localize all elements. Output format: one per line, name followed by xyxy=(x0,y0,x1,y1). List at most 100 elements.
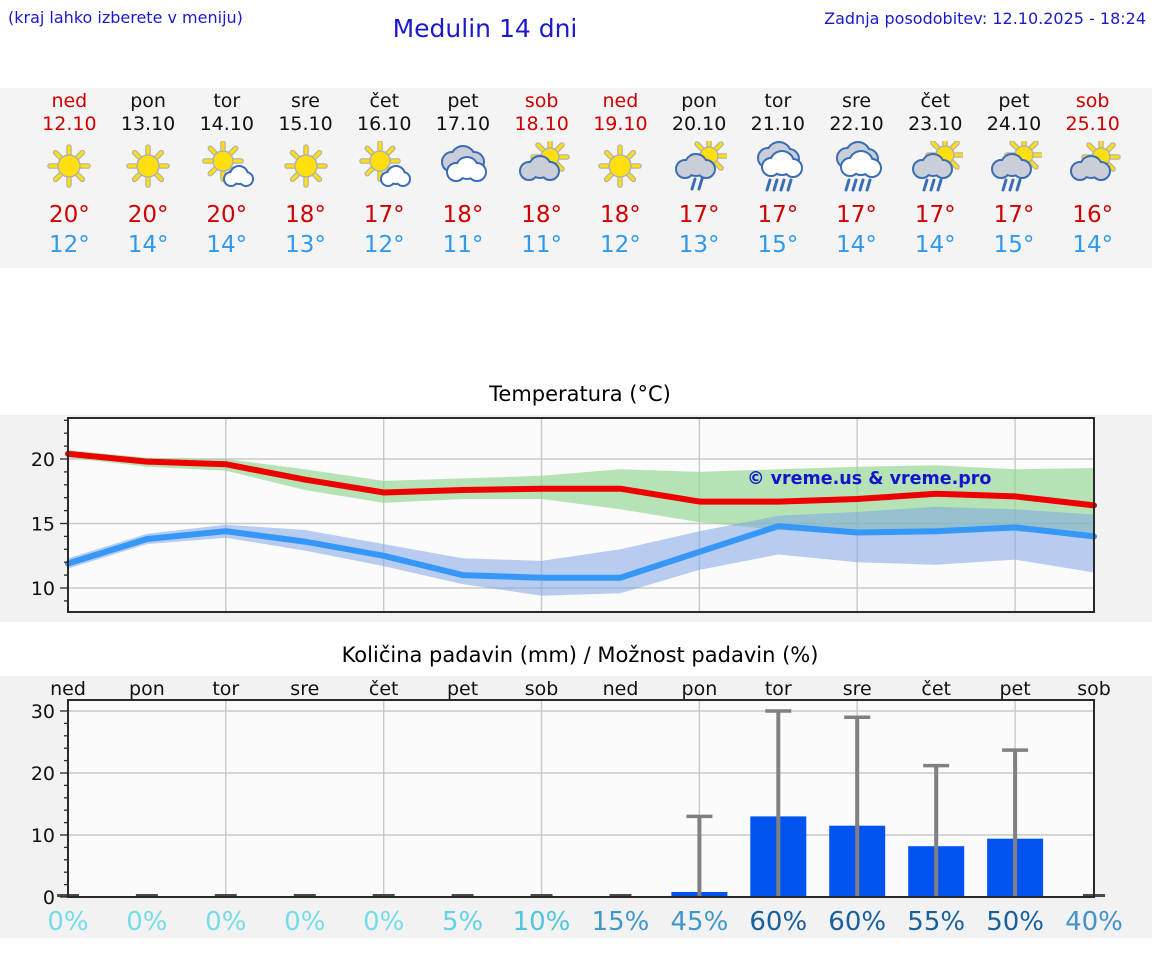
forecast-day[interactable]: sre 22.10 17° 14° xyxy=(817,88,896,268)
day-low-temp: 12° xyxy=(48,232,90,258)
day-date: 23.10 xyxy=(908,113,963,135)
day-date: 22.10 xyxy=(829,113,884,135)
precip-day-label: sre xyxy=(290,678,319,700)
sunny-icon xyxy=(30,139,109,195)
day-date: 12.10 xyxy=(42,113,97,135)
day-low-temp: 15° xyxy=(757,232,799,258)
day-name: sob xyxy=(524,90,559,112)
forecast-day[interactable]: ned 19.10 18° 12° xyxy=(581,88,660,268)
precip-probability: 15% xyxy=(592,907,650,937)
day-low-temp: 14° xyxy=(206,232,248,258)
day-name: sre xyxy=(291,90,320,112)
day-low-temp: 14° xyxy=(1072,232,1114,258)
precip-probability: 60% xyxy=(828,907,886,937)
day-low-temp: 14° xyxy=(127,232,169,258)
day-low-temp: 11° xyxy=(442,232,484,258)
day-low-temp: 14° xyxy=(914,232,956,258)
precip-day-label: sob xyxy=(525,678,559,700)
precip-probability: 40% xyxy=(1065,907,1123,937)
day-high-temp: 20° xyxy=(48,202,90,228)
forecast-day[interactable]: pet 17.10 18° 11° xyxy=(424,88,503,268)
precip-probability: 0% xyxy=(126,907,167,937)
precip-day-label: pon xyxy=(682,678,718,700)
sunny-icon xyxy=(266,139,345,195)
partly-cloudy-icon xyxy=(502,139,581,195)
precip-probability: 0% xyxy=(205,907,246,937)
day-date: 15.10 xyxy=(278,113,333,135)
svg-text:20: 20 xyxy=(31,763,55,785)
cloudy-icon xyxy=(424,139,503,195)
precip-probability: 45% xyxy=(671,907,729,937)
forecast-day[interactable]: pet 24.10 17° 15° xyxy=(975,88,1054,268)
watermark-link[interactable]: © vreme.us & vreme.pro xyxy=(747,469,991,489)
precip-day-label: čet xyxy=(369,678,399,700)
precip-probability: 10% xyxy=(513,907,571,937)
day-date: 17.10 xyxy=(435,113,491,135)
day-high-temp: 18° xyxy=(442,202,484,228)
day-name: sob xyxy=(1075,90,1110,112)
forecast-day[interactable]: čet 23.10 17° 14° xyxy=(896,88,975,268)
forecast-day[interactable]: sob 25.10 16° 14° xyxy=(1053,88,1132,268)
precip-day-label: tor xyxy=(212,678,239,700)
rain-sun-icon xyxy=(975,139,1054,195)
mostly-sunny-icon xyxy=(345,139,424,195)
precip-day-label: pet xyxy=(999,678,1030,700)
day-high-temp: 20° xyxy=(206,202,248,228)
forecast-day[interactable]: ned 12.10 20° 12° xyxy=(30,88,109,268)
day-date: 24.10 xyxy=(986,113,1042,135)
forecast-day[interactable]: pon 20.10 17° 13° xyxy=(660,88,739,268)
day-date: 14.10 xyxy=(199,113,254,135)
day-high-temp: 17° xyxy=(757,202,799,228)
precip-day-label: sre xyxy=(843,678,872,700)
forecast-day[interactable]: sre 15.10 18° 13° xyxy=(266,88,345,268)
day-name: čet xyxy=(920,90,951,112)
precipitation-chart-title: Količina padavin (mm) / Možnost padavin … xyxy=(341,643,819,667)
svg-text:15: 15 xyxy=(31,514,55,536)
day-name: pet xyxy=(447,90,479,112)
day-high-temp: 17° xyxy=(678,202,720,228)
rain-icon xyxy=(738,139,817,195)
precipitation-chart: ned pon tor sre čet pet sob ned pon tor sre čet pet s… xyxy=(0,676,1152,938)
day-low-temp: 13° xyxy=(285,232,326,258)
forecast-day[interactable]: tor 14.10 20° 14° xyxy=(187,88,266,268)
precip-probability: 0% xyxy=(363,907,404,937)
light-rain-sun-icon xyxy=(660,139,739,195)
forecast-day[interactable]: tor 21.10 17° 15° xyxy=(738,88,817,268)
day-high-temp: 17° xyxy=(363,202,405,228)
day-name: ned xyxy=(602,90,639,112)
forecast-day[interactable]: pon 13.10 20° 14° xyxy=(109,88,188,268)
day-low-temp: 11° xyxy=(521,232,563,258)
day-date: 21.10 xyxy=(750,113,806,135)
rain-sun-icon xyxy=(896,139,975,195)
day-name: tor xyxy=(213,90,241,112)
partly-cloudy-icon xyxy=(1053,139,1132,195)
day-date: 16.10 xyxy=(357,113,412,135)
temperature-chart-title: Temperatura (°C) xyxy=(489,382,671,406)
day-date: 18.10 xyxy=(514,113,569,135)
day-low-temp: 12° xyxy=(363,232,405,258)
day-high-temp: 20° xyxy=(127,202,169,228)
day-name: pon xyxy=(681,90,717,112)
sunny-icon xyxy=(109,139,188,195)
day-high-temp: 17° xyxy=(993,202,1035,228)
day-date: 20.10 xyxy=(671,113,727,135)
day-high-temp: 18° xyxy=(521,202,563,228)
day-low-temp: 15° xyxy=(993,232,1035,258)
precip-probability: 50% xyxy=(986,907,1044,937)
day-high-temp: 17° xyxy=(836,202,877,228)
day-name: čet xyxy=(369,90,400,112)
precip-day-label: tor xyxy=(765,678,792,700)
mostly-sunny-icon xyxy=(187,139,266,195)
precip-day-label: sob xyxy=(1077,678,1111,700)
svg-text:10: 10 xyxy=(31,578,55,600)
day-low-temp: 14° xyxy=(836,232,877,258)
svg-text:20: 20 xyxy=(31,449,55,471)
temperature-chart: 10 15 20 © vreme.us & vreme.pro xyxy=(0,415,1152,622)
rain-icon xyxy=(817,139,896,195)
location-menu-note: (kraj lahko izberete v meniju) xyxy=(8,8,243,27)
day-high-temp: 18° xyxy=(600,202,641,228)
precip-probability: 0% xyxy=(284,907,325,937)
forecast-day[interactable]: sob 18.10 18° 11° xyxy=(502,88,581,268)
day-date: 13.10 xyxy=(120,113,176,135)
forecast-day[interactable]: čet 16.10 17° 12° xyxy=(345,88,424,268)
